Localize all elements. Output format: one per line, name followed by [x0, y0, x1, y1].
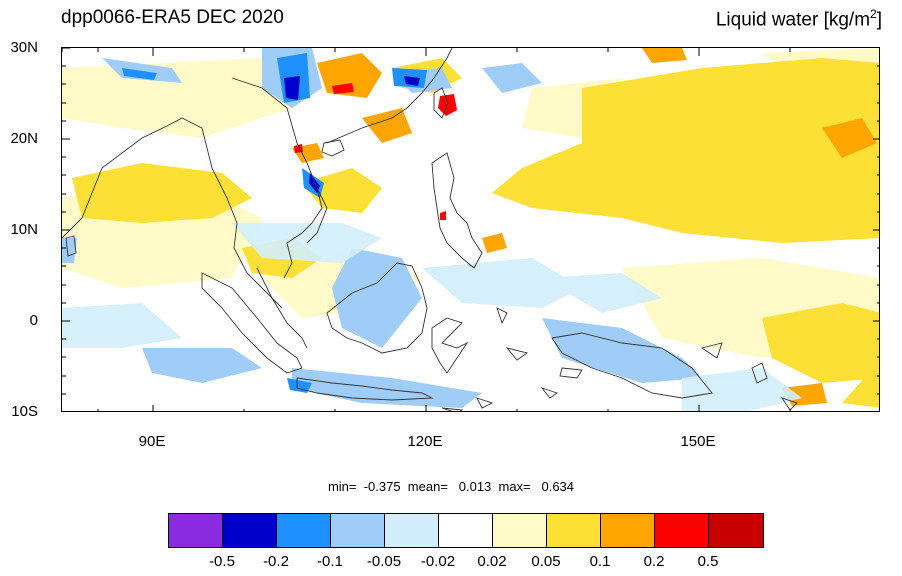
colorbar-box — [439, 514, 493, 547]
colorbar-box — [277, 514, 331, 547]
pale-blue-regions — [62, 223, 802, 411]
colorbar-label: 0.02 — [477, 553, 507, 570]
colorbar-box — [331, 514, 385, 547]
map-title: dpp0066-ERA5 DEC 2020 — [61, 7, 284, 28]
colorbar-label: -0.2 — [263, 553, 289, 570]
deep-blue-regions — [284, 76, 420, 193]
colorbar-label: 0.2 — [643, 553, 665, 570]
unit-exponent: 2 — [870, 7, 877, 21]
colorbar-label: 0.05 — [531, 553, 561, 570]
colorbar — [168, 513, 764, 548]
colorbar-box — [385, 514, 439, 547]
colorbar-box — [709, 514, 763, 547]
colorbar-label: 0.5 — [697, 553, 719, 570]
light-blue-regions — [62, 48, 702, 408]
lat-label-10s: 10S — [11, 403, 38, 420]
lat-label-20n: 20N — [10, 130, 38, 147]
variable-title-text: Liquid water [kg/m — [715, 9, 871, 31]
tick-marks — [62, 48, 879, 411]
colorbar-label: -0.05 — [366, 553, 402, 570]
colorbar-box — [223, 514, 277, 547]
variable-title-end: ] — [876, 9, 882, 31]
colorbar-box — [169, 514, 223, 547]
colorbar-label: -0.02 — [420, 553, 456, 570]
lat-label-30n: 30N — [10, 39, 38, 56]
colorbar-label: -0.5 — [209, 553, 235, 570]
field-statistics: min= -0.375 mean= 0.013 max= 0.634 — [327, 479, 575, 494]
lat-label-0: 0 — [29, 312, 38, 329]
colorbar-box — [601, 514, 655, 547]
map-canvas — [62, 48, 879, 411]
colorbar-box — [547, 514, 601, 547]
map-panel — [61, 47, 880, 412]
lon-label-90e: 90E — [138, 433, 166, 450]
lon-label-150e: 150E — [680, 433, 716, 450]
colorbar-label: -0.1 — [317, 553, 343, 570]
colorbar-box — [655, 514, 709, 547]
colorbar-label: 0.1 — [589, 553, 611, 570]
lat-label-10n: 10N — [10, 221, 38, 238]
colorbar-box — [493, 514, 547, 547]
variable-title: Liquid water [kg/m2] — [716, 7, 882, 31]
coastlines — [62, 48, 798, 411]
lon-label-120e: 120E — [407, 433, 443, 450]
